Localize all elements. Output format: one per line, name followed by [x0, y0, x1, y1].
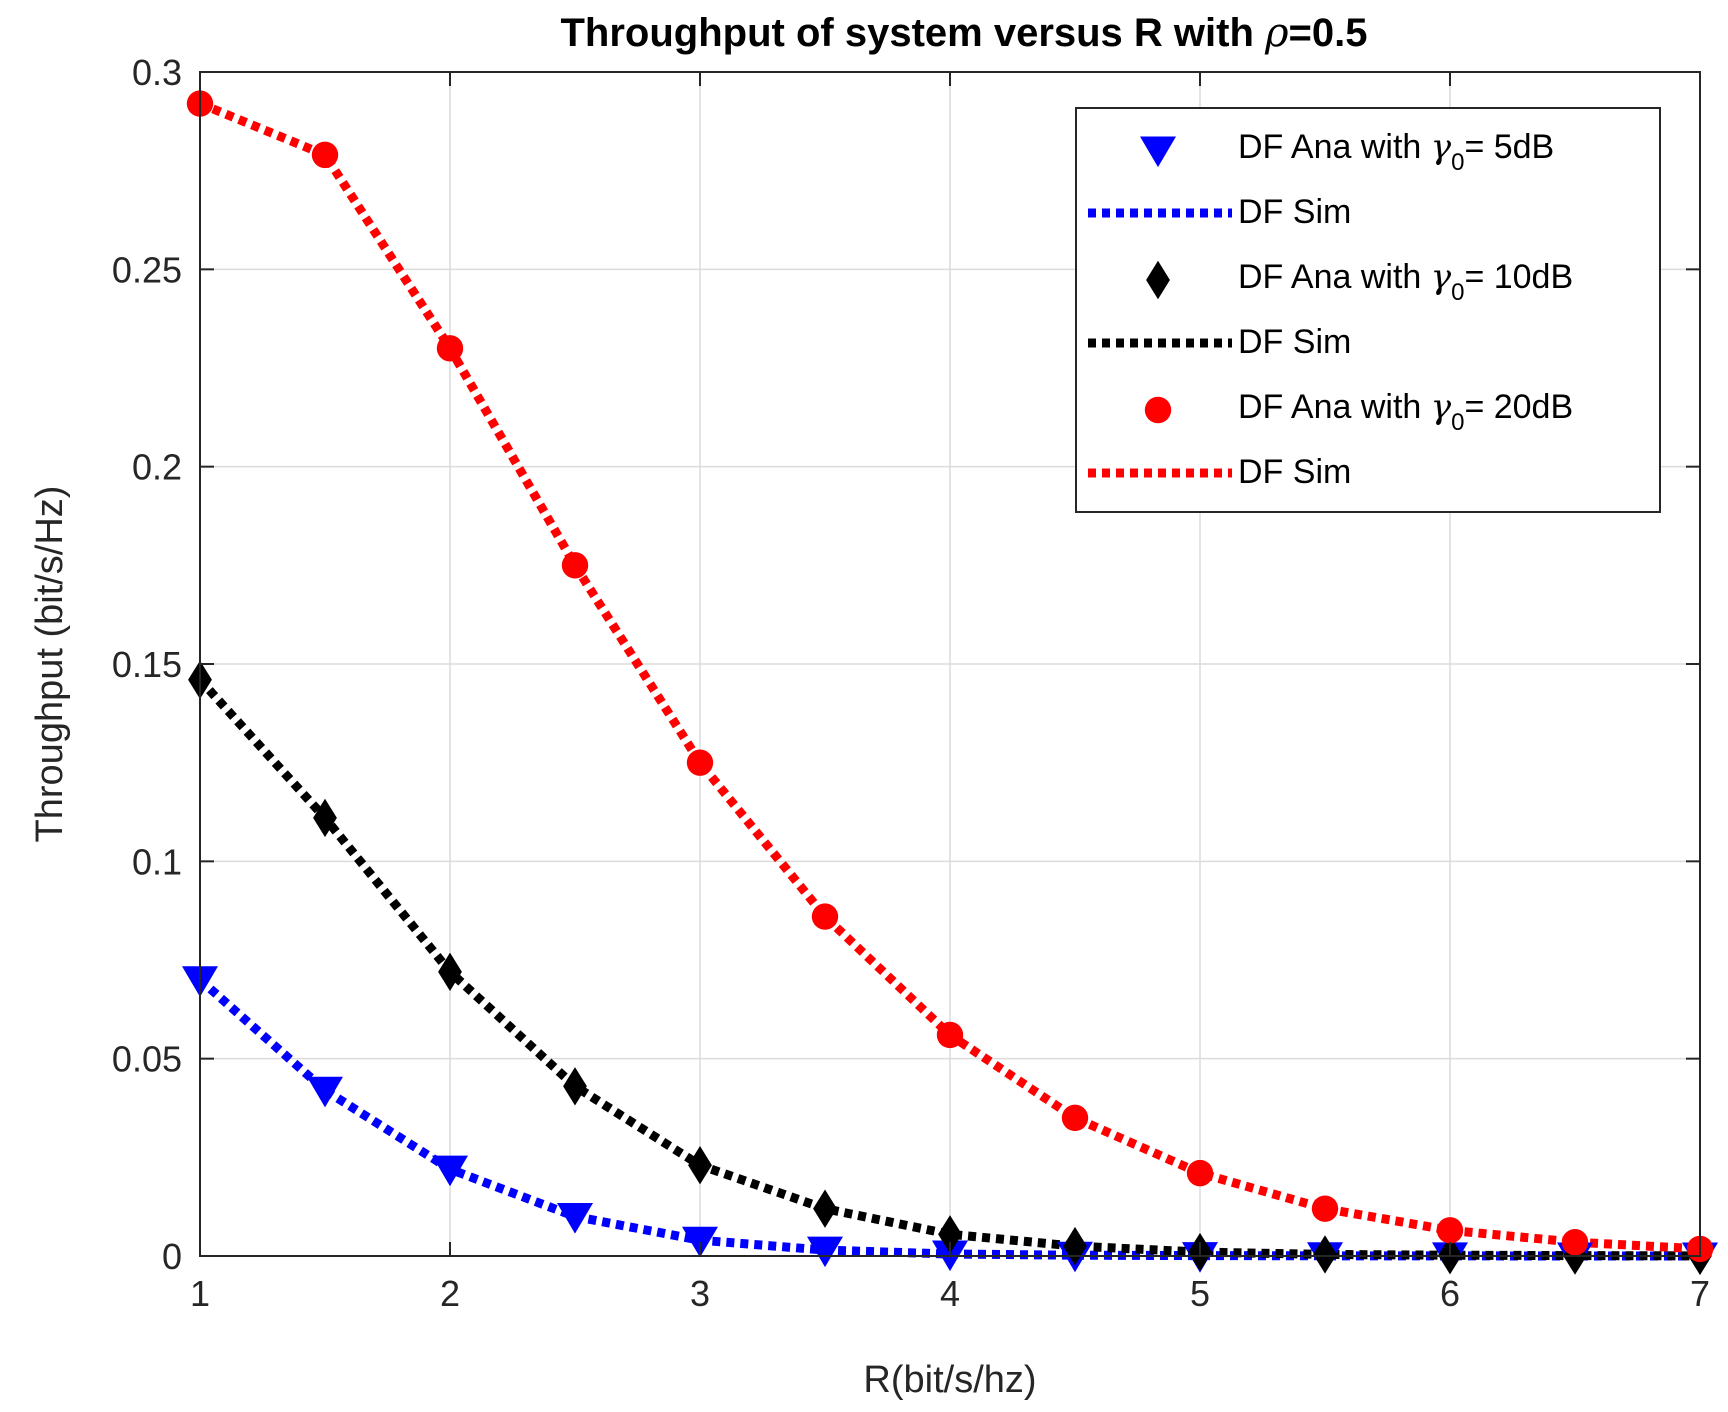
- legend-label-1: DF Sim: [1238, 193, 1351, 231]
- series-point-2: [688, 1146, 712, 1185]
- chart-title: Throughput of system versus R with ρ=0.5: [561, 10, 1368, 56]
- series-point-4: [1186, 1159, 1214, 1187]
- legend-label-suffix: = 5dB: [1464, 128, 1554, 166]
- legend-label-text: DF Ana with: [1238, 388, 1431, 426]
- series-point-4: [311, 141, 339, 169]
- y-tick-label: 0.15: [112, 644, 182, 685]
- series-point-2: [813, 1189, 837, 1228]
- series-point-4: [561, 552, 589, 579]
- legend-label-symbol: γ: [1431, 127, 1452, 167]
- legend-label-subscript: 0: [1451, 409, 1464, 436]
- x-axis-label: R(bit/s/hz): [863, 1359, 1036, 1401]
- series-point-0: [807, 1236, 843, 1268]
- legend-label-text: DF Sim: [1238, 193, 1351, 231]
- legend-label-subscript: 0: [1451, 149, 1464, 176]
- legend-marker-4: [1144, 396, 1172, 424]
- series-point-2: [313, 798, 337, 838]
- x-tick-label: 5: [1190, 1273, 1210, 1314]
- legend-label-text: DF Ana with: [1238, 258, 1431, 296]
- chart-title-symbol: ρ: [1264, 10, 1289, 56]
- legend-label-text: DF Sim: [1238, 323, 1351, 361]
- legend-label-text: DF Sim: [1238, 453, 1351, 491]
- series-point-4: [1311, 1195, 1339, 1222]
- legend-label-suffix: = 20dB: [1464, 388, 1573, 426]
- series-point-2: [438, 952, 462, 992]
- legend-marker-2: [1146, 260, 1170, 300]
- y-tick-label: 0.25: [112, 249, 182, 290]
- legend-label-symbol: γ: [1431, 257, 1452, 297]
- y-axis-label: Throughput (bit/s/Hz): [29, 486, 71, 843]
- legend-label-5: DF Sim: [1238, 453, 1351, 491]
- legend-label-2: DF Ana with γ0= 10dB: [1238, 257, 1573, 306]
- series-point-2: [1313, 1235, 1337, 1274]
- series-point-2: [1063, 1226, 1087, 1266]
- x-tick-label: 6: [1440, 1273, 1460, 1314]
- legend-marker-0: [1140, 136, 1176, 168]
- chart-title-suffix: =0.5: [1289, 11, 1368, 55]
- x-tick-label: 2: [440, 1273, 460, 1314]
- legend-label-subscript: 0: [1451, 279, 1464, 306]
- series-point-4: [936, 1021, 964, 1049]
- legend-label-3: DF Sim: [1238, 323, 1351, 361]
- x-tick-label: 4: [940, 1273, 960, 1314]
- axis-ticks: 1 2 3 4 5 6 7 0 0.05 0.1 0.15 0.2 0.25 0.3: [112, 52, 1710, 1314]
- y-tick-label: 0.1: [132, 841, 182, 882]
- legend-label-0: DF Ana with γ0= 5dB: [1238, 127, 1554, 176]
- series-point-4: [811, 903, 839, 930]
- chart-title-prefix: Throughput of system versus R with: [561, 11, 1266, 55]
- legend-label-suffix: = 10dB: [1464, 258, 1573, 296]
- series-point-0: [557, 1203, 593, 1234]
- y-tick-label: 0.2: [132, 447, 182, 488]
- legend-label-text: DF Ana with: [1238, 128, 1431, 166]
- legend-label-symbol: γ: [1431, 387, 1452, 427]
- y-tick-label: 0: [162, 1236, 182, 1277]
- x-tick-label: 1: [190, 1273, 210, 1314]
- series-point-0: [432, 1155, 468, 1187]
- legend-label-4: DF Ana with γ0= 20dB: [1238, 387, 1573, 436]
- series-point-4: [1436, 1217, 1464, 1244]
- y-tick-label: 0.3: [132, 52, 182, 93]
- x-tick-label: 7: [1690, 1273, 1710, 1314]
- x-tick-label: 3: [690, 1273, 710, 1314]
- series-point-4: [686, 749, 714, 776]
- series-point-0: [307, 1076, 343, 1108]
- series-point-2: [563, 1067, 587, 1106]
- series-point-4: [436, 335, 464, 362]
- series-point-2: [938, 1215, 962, 1254]
- legend-box: [1075, 107, 1661, 513]
- y-tick-label: 0.05: [112, 1039, 182, 1080]
- series-point-4: [1061, 1104, 1089, 1132]
- series-point-4: [1561, 1228, 1589, 1256]
